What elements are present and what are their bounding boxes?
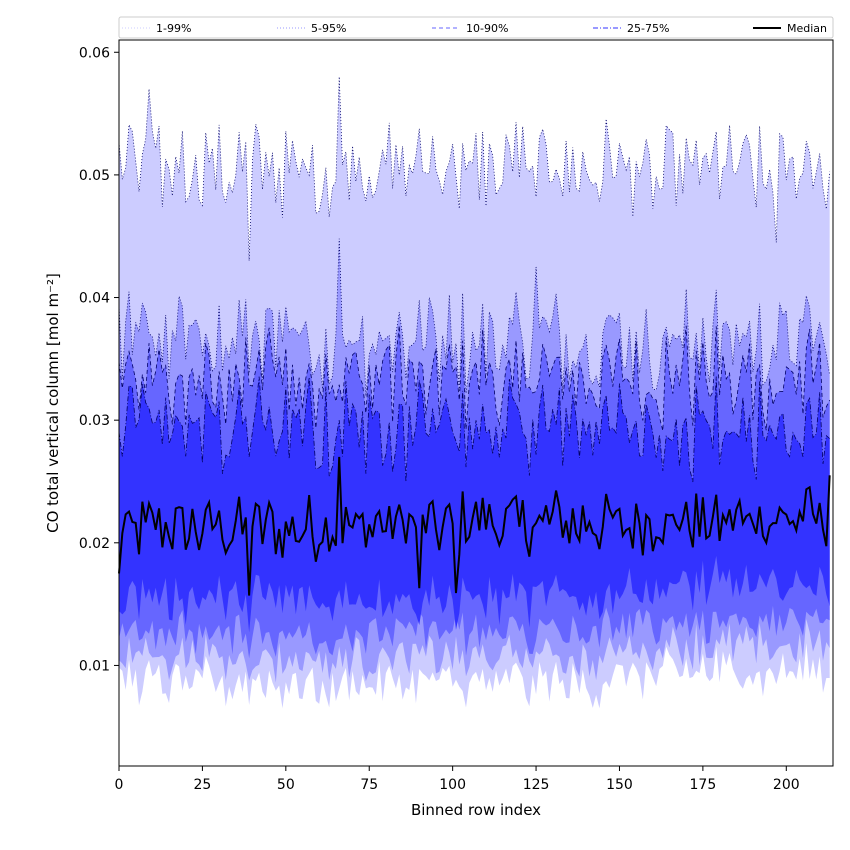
legend-label-Median: Median xyxy=(787,22,827,35)
x-tick-label: 25 xyxy=(193,777,211,793)
x-tick-label: 100 xyxy=(439,777,466,793)
band-upper-edge-10-90% xyxy=(118,325,831,431)
legend-box xyxy=(118,16,834,39)
legend-label-10-90%: 10-90% xyxy=(466,22,508,35)
x-tick-label: 150 xyxy=(606,777,633,793)
x-tick-label: 200 xyxy=(773,777,800,793)
legend-label-25-75%: 25-75% xyxy=(627,22,669,35)
x-tick-label: 0 xyxy=(115,777,124,793)
band-upper-edge-25-75% xyxy=(118,376,830,483)
y-tick-label: 0.06 xyxy=(79,45,110,61)
x-axis: 0 25 50 75 100 125 150 175 200 xyxy=(115,766,800,793)
y-tick-label: 0.05 xyxy=(79,168,110,184)
legend-label-1-99%: 1-99% xyxy=(156,22,191,35)
x-tick-label: 50 xyxy=(277,777,295,793)
x-tick-label: 125 xyxy=(523,777,550,793)
y-tick-label: 0.03 xyxy=(79,413,110,429)
x-axis-label: Binned row index xyxy=(411,801,541,819)
band-upper-edge-1-99% xyxy=(118,76,831,261)
legend: 1-99% 5-95% 10-90% 25-75% Median xyxy=(118,16,834,39)
band-25-75% xyxy=(119,376,830,633)
median-line xyxy=(118,456,831,596)
x-tick-label: 75 xyxy=(360,777,378,793)
y-tick-label: 0.04 xyxy=(79,291,110,307)
y-tick-label: 0.02 xyxy=(79,536,110,552)
plot-frame xyxy=(118,39,834,767)
median-layer xyxy=(118,456,831,596)
percentile-bands xyxy=(118,76,831,709)
y-axis: 0.01 0.02 0.03 0.04 0.05 0.06 xyxy=(79,45,119,674)
y-axis-label: CO total vertical column [mol m⁻²] xyxy=(44,273,62,533)
y-tick-label: 0.01 xyxy=(79,658,110,674)
x-tick-label: 175 xyxy=(690,777,717,793)
legend-label-5-95%: 5-95% xyxy=(311,22,346,35)
